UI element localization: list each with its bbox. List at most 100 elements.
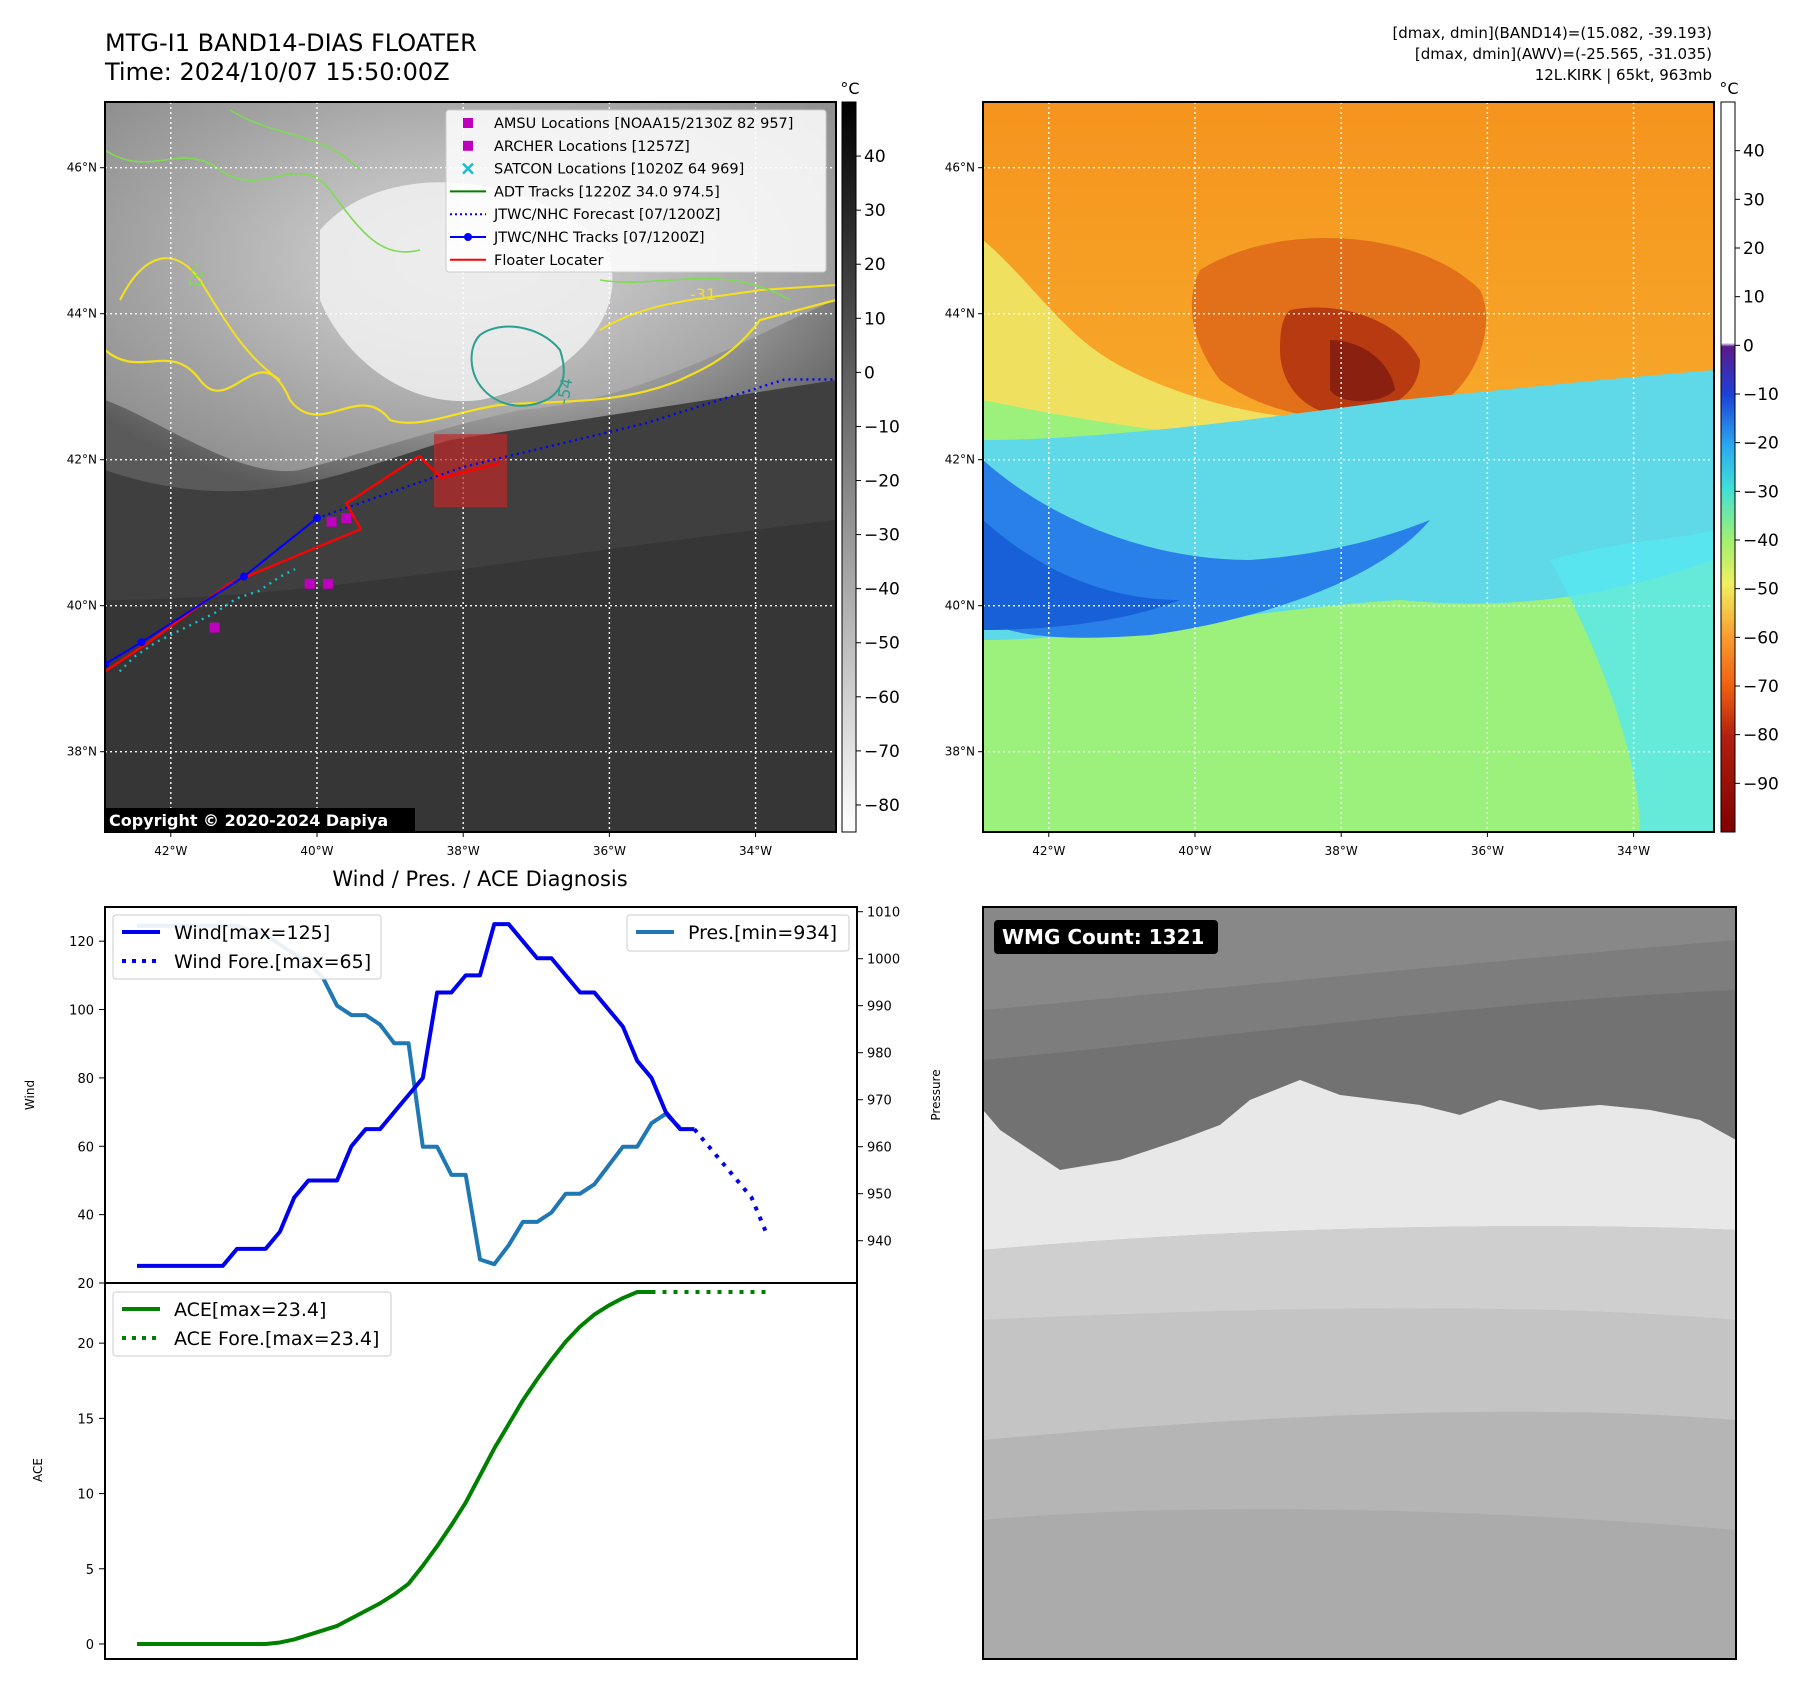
colorbar-tick-label: −80 xyxy=(864,796,900,816)
lon-tick-label: 34°W xyxy=(739,844,772,858)
colorbar-tick-label: 0 xyxy=(1743,336,1754,356)
pressure-tick-label: 980 xyxy=(867,1047,892,1062)
contour-label: -54 xyxy=(553,377,576,406)
colorbar-tick-label: −40 xyxy=(1743,531,1779,551)
colorbar-tick-label: −60 xyxy=(864,688,900,708)
amsu-archer-marker xyxy=(304,578,315,589)
lon-tick-label: 42°W xyxy=(154,844,187,858)
ace-tick-label: 15 xyxy=(77,1412,94,1427)
wind-legend: Wind[max=125] Wind Fore.[max=65] xyxy=(112,914,382,980)
pressure-tick-label: 950 xyxy=(867,1188,892,1203)
wind-tick-label: 100 xyxy=(69,1004,94,1019)
legend-label: ARCHER Locations [1257Z] xyxy=(494,139,690,155)
copyright-badge: Copyright © 2020-2024 Dapiya xyxy=(109,811,388,830)
contour-label: -31 xyxy=(690,285,716,304)
pressure-tick-label: 990 xyxy=(867,1000,892,1015)
wmg-panel: WMG Count: 1321 xyxy=(982,906,1737,1660)
colorbar-tick-label: −10 xyxy=(1743,385,1779,405)
lat-tick-label: 46°N xyxy=(945,161,975,175)
ace-tick-label: 0 xyxy=(86,1638,94,1653)
pres-legend-label: Pres.[min=934] xyxy=(688,922,837,944)
lat-tick-label: 42°N xyxy=(945,453,975,467)
amsu-archer-marker xyxy=(209,622,220,633)
legend-marker-dot xyxy=(464,233,472,241)
wind-fore-legend-label: Wind Fore.[max=65] xyxy=(174,951,371,973)
legend-label: JTWC/NHC Tracks [07/1200Z] xyxy=(493,230,705,246)
jtwc-track xyxy=(105,517,318,665)
legend-label: ADT Tracks [1220Z 34.0 974.5] xyxy=(494,184,720,200)
colorbar-tick-label: 10 xyxy=(864,309,886,329)
enhanced-map-grid xyxy=(983,102,1714,832)
lon-tick-label: 36°W xyxy=(1471,844,1504,858)
lat-tick-label: 44°N xyxy=(67,307,97,321)
colorbar-tick-label: −60 xyxy=(1743,628,1779,648)
wind-series xyxy=(137,922,695,1268)
pres-legend: Pres.[min=934] xyxy=(626,914,850,952)
lat-tick-label: 44°N xyxy=(945,307,975,321)
wind-pres-chart: 120 100 80 60 40 20 1010 1000 990 980 970 960 950 940… xyxy=(23,906,943,1292)
colorbar-tick-label: −70 xyxy=(1743,677,1779,697)
lon-tick-label: 36°W xyxy=(593,844,626,858)
legend-label: Floater Locater xyxy=(494,253,603,269)
colorbar-tick-label: 30 xyxy=(864,201,886,221)
colorbar-tick-label: 20 xyxy=(1743,239,1765,259)
lat-tick-label: 40°N xyxy=(945,599,975,613)
wind-legend-label: Wind[max=125] xyxy=(174,922,330,944)
lon-tick-label: 38°W xyxy=(447,844,480,858)
pressure-tick-label: 1010 xyxy=(867,906,900,921)
wmg-count-badge: WMG Count: 1321 xyxy=(1002,925,1204,949)
pressure-ylabel: Pressure xyxy=(929,1069,943,1120)
gray-colorbar: °C 40 30 20 10 0 −10 −20 −30 −40 −50 −60 −70 −80 xyxy=(840,79,900,833)
lon-tick-label: 34°W xyxy=(1617,844,1650,858)
colorbar-tick-label: 0 xyxy=(864,363,875,383)
colorbar-tick-label: −50 xyxy=(864,634,900,654)
amsu-archer-marker xyxy=(341,513,352,524)
lat-tick-label: 46°N xyxy=(67,161,97,175)
jtwc-forecast-track xyxy=(316,378,836,520)
ir-map-panel: -31 -54 -31 Copyright © 2020-2024 Dapiya… xyxy=(67,101,837,858)
floater-track xyxy=(105,454,501,673)
ir-map-tracks xyxy=(105,378,836,673)
legend-label: AMSU Locations [NOAA15/2130Z 82 957] xyxy=(494,116,793,132)
pressure-tick-label: 960 xyxy=(867,1141,892,1156)
color-colorbar: °C 40 30 20 10 0 −10 −20 −30 −40 −50 −60 −70 −80 −90 xyxy=(1719,79,1779,833)
info-awv: [dmax, dmin](AWV)=(-25.565, -31.035) xyxy=(1415,45,1712,63)
colorbar-unit: °C xyxy=(840,79,859,98)
amsu-archer-marker xyxy=(326,516,337,527)
colorbar-tick-label: −50 xyxy=(1743,580,1779,600)
figure-title: MTG-I1 BAND14-DIAS FLOATER xyxy=(105,29,477,57)
legend-marker-square xyxy=(463,118,473,128)
legend-label: SATCON Locations [1020Z 64 969] xyxy=(494,162,744,178)
wind-forecast-series xyxy=(692,1127,768,1233)
lat-tick-label: 38°N xyxy=(945,745,975,759)
colorbar-tick-label: 30 xyxy=(1743,190,1765,210)
colorbar-tick-label: −30 xyxy=(1743,482,1779,502)
figure-time: Time: 2024/10/07 15:50:00Z xyxy=(104,58,450,86)
wind-tick-label: 60 xyxy=(77,1140,94,1155)
wind-tick-label: 80 xyxy=(77,1072,94,1087)
enhanced-map-axis-labels: 42°W 40°W 38°W 36°W 34°W 46°N 44°N 42°N 40°N 38°N xyxy=(945,161,1651,858)
ace-fore-legend-label: ACE Fore.[max=23.4] xyxy=(174,1328,379,1350)
wind-tick-label: 120 xyxy=(69,935,94,950)
lon-tick-label: 38°W xyxy=(1325,844,1358,858)
colorbar-tick-label: −40 xyxy=(864,580,900,600)
colorbar-unit: °C xyxy=(1719,79,1738,98)
info-band14: [dmax, dmin](BAND14)=(15.082, -39.193) xyxy=(1392,24,1712,42)
lon-tick-label: 40°W xyxy=(300,844,333,858)
colorbar-tick-label: 20 xyxy=(864,255,886,275)
lat-tick-label: 42°N xyxy=(67,453,97,467)
wind-tick-label: 40 xyxy=(77,1209,94,1224)
satcon-track xyxy=(118,568,296,673)
colorbar-tick-label: 40 xyxy=(1743,142,1765,162)
lat-tick-label: 40°N xyxy=(67,599,97,613)
jtwc-track-point xyxy=(239,572,248,581)
ace-tick-label: 20 xyxy=(77,1337,94,1352)
ace-ylabel: ACE xyxy=(31,1458,45,1482)
info-storm: 12L.KIRK | 65kt, 963mb xyxy=(1535,66,1712,84)
colorbar-tick-label: −10 xyxy=(864,417,900,437)
pressure-tick-label: 1000 xyxy=(867,953,900,968)
pressure-tick-label: 940 xyxy=(867,1235,892,1250)
colorbar-tick-label: −20 xyxy=(1743,434,1779,454)
legend-label: JTWC/NHC Forecast [07/1200Z] xyxy=(493,207,720,223)
